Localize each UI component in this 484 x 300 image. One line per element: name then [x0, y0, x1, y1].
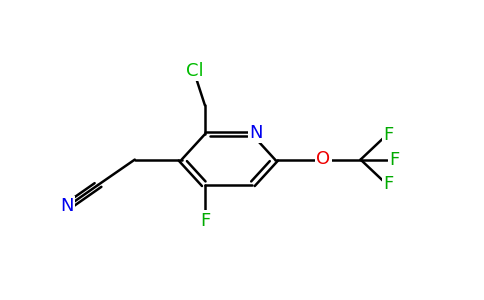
- Text: F: F: [389, 151, 399, 169]
- Text: F: F: [384, 126, 394, 144]
- Text: F: F: [384, 175, 394, 193]
- Text: N: N: [60, 197, 74, 215]
- Text: N: N: [250, 124, 263, 142]
- Text: F: F: [200, 212, 210, 230]
- Text: O: O: [316, 150, 330, 168]
- Text: Cl: Cl: [186, 62, 204, 80]
